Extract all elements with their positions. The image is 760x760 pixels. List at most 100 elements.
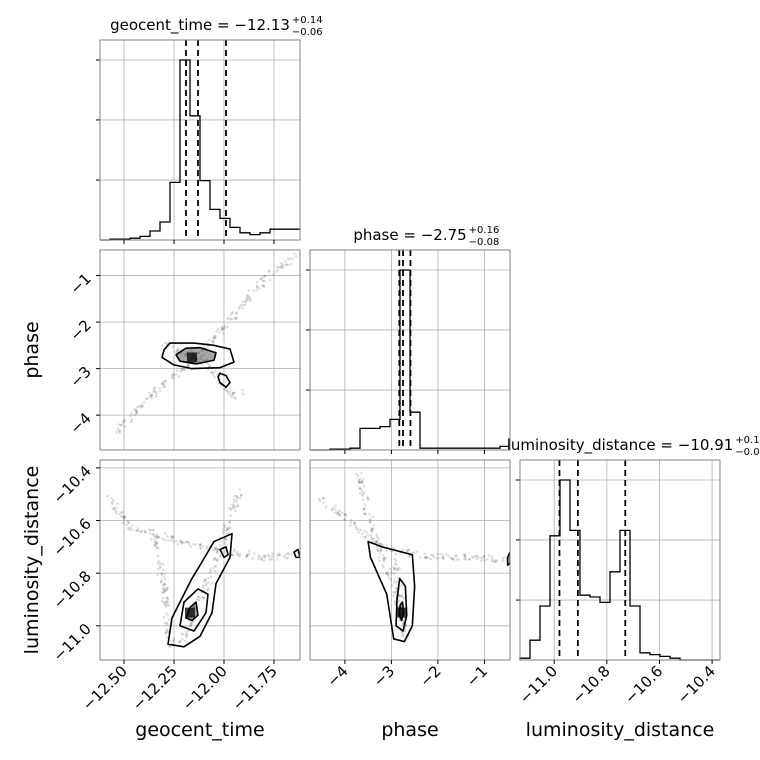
histogram-luminosity_distance <box>519 479 720 661</box>
scatter-point <box>208 571 212 575</box>
scatter-point <box>243 300 247 304</box>
scatter-point <box>144 531 147 534</box>
scatter-point <box>361 494 365 497</box>
scatter-point <box>360 480 364 483</box>
scatter-point <box>270 557 274 561</box>
scatter-point <box>179 369 183 373</box>
scatter-point <box>360 471 363 474</box>
scatter-point <box>255 288 259 291</box>
scatter-point <box>227 528 231 531</box>
scatter-point <box>163 589 167 593</box>
scatter-point <box>226 527 230 531</box>
scatter-point <box>140 403 143 406</box>
scatter-point <box>163 538 167 542</box>
scatter-point <box>284 553 288 556</box>
scatter-point <box>158 565 162 568</box>
scatter-point <box>229 514 233 517</box>
scatter-point <box>260 283 264 287</box>
scatter-point <box>152 389 156 393</box>
scatter-point <box>232 506 236 510</box>
scatter-point <box>382 560 386 563</box>
scatter-point <box>475 557 479 561</box>
scatter-point <box>219 555 222 559</box>
scatter-point <box>215 550 219 554</box>
scatter-point <box>165 588 168 592</box>
title-plus-phase: +0.16 <box>469 225 500 236</box>
scatter-point <box>419 555 422 559</box>
scatter-point <box>223 525 227 529</box>
scatter-point <box>171 376 175 380</box>
contour-level-2 <box>167 532 233 648</box>
scatter-point <box>281 262 284 266</box>
scatter-point <box>241 388 244 392</box>
scatter-point <box>216 548 220 552</box>
scatter-point <box>235 499 238 503</box>
scatter-point <box>159 562 162 565</box>
scatter-point <box>214 548 217 551</box>
scatter-point <box>262 285 265 288</box>
scatter-point <box>201 584 205 587</box>
scatter-point <box>340 511 344 514</box>
scatter-point <box>206 368 210 372</box>
scatter-point <box>493 560 497 564</box>
scatter-point <box>338 514 342 517</box>
scatter-point <box>142 401 146 404</box>
scatter-point <box>150 537 153 541</box>
ytick-label-phase-1: −3 <box>66 363 94 391</box>
scatter-point <box>375 541 379 544</box>
scatter-point <box>370 537 374 541</box>
scatter-point <box>262 284 266 288</box>
scatter-point <box>234 316 237 320</box>
contour-level-0 <box>185 601 199 622</box>
scatter-point <box>122 420 126 423</box>
scatter-point <box>152 533 155 537</box>
scatter-point <box>163 590 166 594</box>
scatter-point <box>369 534 373 537</box>
scatter-point <box>208 338 211 342</box>
scatter-point <box>343 518 346 521</box>
scatter-point <box>244 555 248 559</box>
scatter-point <box>382 556 386 560</box>
scatter-point <box>249 297 253 301</box>
scatter-point <box>179 539 183 542</box>
scatter-point <box>171 536 175 540</box>
scatter-point <box>260 558 264 561</box>
scatter-point <box>423 552 426 556</box>
scatter-point <box>228 520 231 524</box>
scatter-point <box>146 397 149 400</box>
panel-geocent_time|phase <box>99 249 301 451</box>
scatter-point <box>163 532 167 535</box>
scatter-point <box>215 559 219 562</box>
scatter-point <box>209 570 213 573</box>
scatter-point <box>161 600 165 604</box>
scatter-point <box>279 266 282 270</box>
scatter-point <box>216 327 220 331</box>
scatter-point <box>244 297 248 300</box>
scatter-point <box>246 294 249 298</box>
scatter-point <box>118 429 122 433</box>
scatter-point <box>462 553 466 556</box>
scatter-point <box>405 548 408 552</box>
scatter-point <box>140 529 144 533</box>
scatter-point <box>362 529 366 532</box>
scatter-point <box>354 526 358 530</box>
scatter-point <box>349 521 353 525</box>
scatter-point <box>123 418 127 422</box>
scatter-point <box>211 548 215 552</box>
scatter-point <box>375 533 378 536</box>
scatter-point <box>247 549 251 553</box>
scatter-point <box>218 543 222 546</box>
scatter-point <box>225 528 229 531</box>
scatter-point <box>186 364 190 367</box>
scatter-point <box>389 578 393 582</box>
scatter-point <box>187 540 191 544</box>
scatter-point <box>284 260 287 263</box>
scatter-point <box>148 528 151 531</box>
scatter-point <box>457 557 460 561</box>
scatter-point <box>488 554 491 557</box>
scatter-point <box>502 556 505 560</box>
scatter-point <box>444 552 448 556</box>
scatter-point <box>122 516 125 520</box>
yaxis-label-luminosity_distance: luminosity_distance <box>21 466 43 655</box>
scatter-point <box>210 575 213 578</box>
